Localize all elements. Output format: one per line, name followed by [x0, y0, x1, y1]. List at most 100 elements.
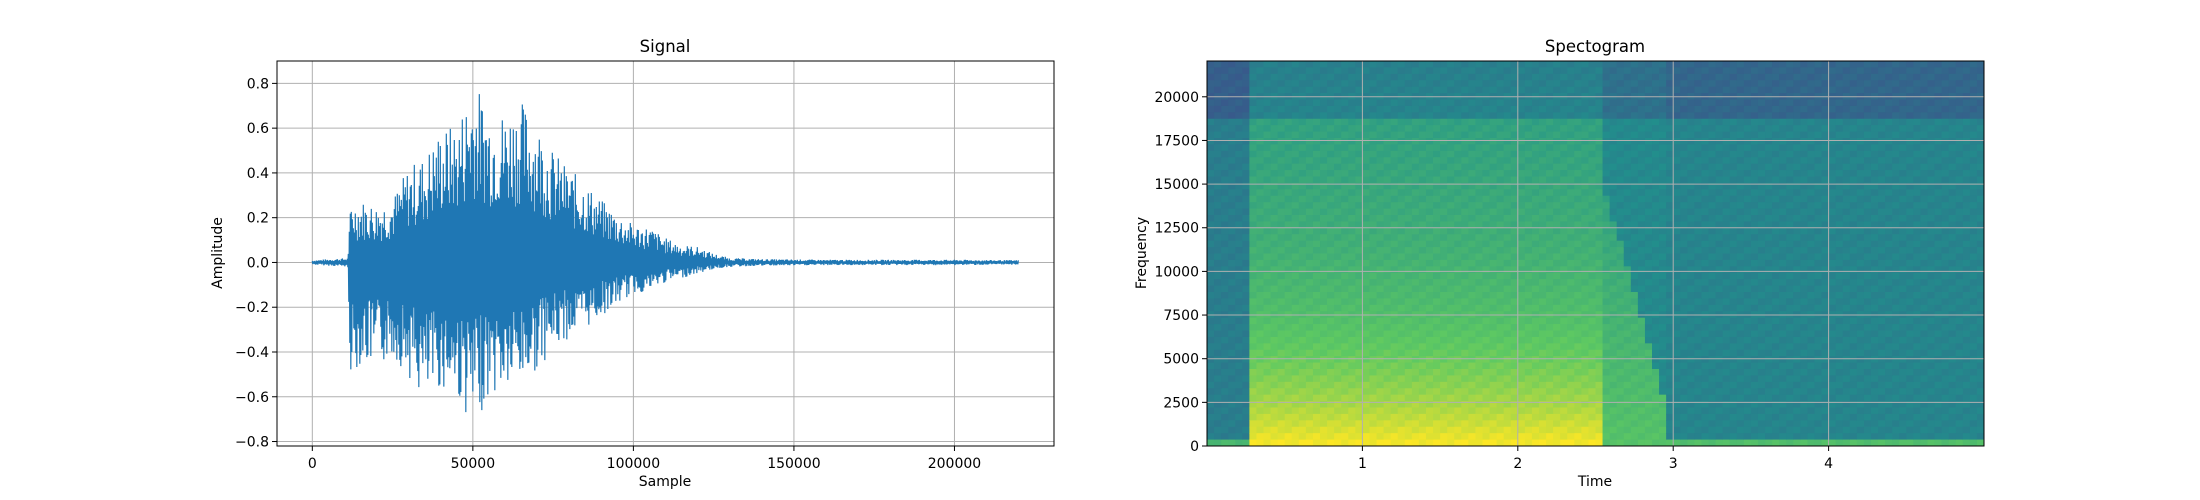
- spectrogram-cell: [1708, 125, 1717, 133]
- spectrogram-cell: [1242, 125, 1250, 133]
- spectrogram-cell: [1284, 131, 1293, 139]
- spectrogram-cell: [1418, 266, 1427, 274]
- spectrogram-cell: [1348, 375, 1356, 383]
- spectrogram-cell: [1440, 112, 1448, 120]
- spectrogram-cell: [1221, 86, 1229, 94]
- spectrogram-cell: [1489, 157, 1498, 165]
- spectrogram-cell: [1623, 407, 1632, 415]
- spectrogram-cell: [1510, 298, 1519, 306]
- spectrogram-cell: [1715, 118, 1724, 126]
- spectrogram-cell: [1454, 439, 1462, 446]
- spectrogram-cell: [1673, 285, 1681, 293]
- spectrogram-cell: [1411, 240, 1420, 248]
- spectrogram-cell: [1701, 221, 1710, 229]
- spectrogram-cell: [1418, 407, 1427, 415]
- spectrogram-cell: [1574, 150, 1582, 158]
- spectrogram-cell: [1390, 413, 1399, 421]
- spectrogram-cell: [1433, 369, 1441, 377]
- spectrogram-cell: [1750, 131, 1759, 139]
- spectrogram-cell: [1524, 394, 1533, 402]
- spectrogram-cell: [1673, 343, 1681, 351]
- spectrogram-cell: [1757, 388, 1766, 396]
- spectrogram-cell: [1489, 86, 1498, 94]
- spectrogram-cell: [1433, 125, 1441, 133]
- spectrogram-cell: [1546, 394, 1554, 402]
- spectrogram-cell: [1235, 426, 1243, 434]
- spectrogram-cell: [1228, 433, 1236, 441]
- spectrogram-cell: [1341, 138, 1349, 146]
- spectrogram-cell: [1221, 407, 1229, 415]
- spectrogram-cell: [1291, 343, 1300, 351]
- spectrogram-cell: [1729, 304, 1738, 312]
- spectrogram-cell: [1390, 266, 1399, 274]
- spectrogram-cell: [1207, 259, 1215, 267]
- spectrogram-cell: [1320, 105, 1328, 113]
- spectrogram-cell: [1263, 433, 1272, 441]
- spectrogram-cell: [1729, 170, 1738, 178]
- spectrogram-cell: [1496, 112, 1505, 120]
- spectrogram-cell: [1221, 150, 1229, 158]
- spectrogram-cell: [1772, 176, 1780, 184]
- spectrogram-cell: [1595, 176, 1604, 184]
- spectrogram-cell: [1729, 285, 1738, 293]
- spectrogram-cell: [1496, 375, 1505, 383]
- spectrogram-cell: [1496, 86, 1505, 94]
- spectrogram-cell: [1694, 285, 1703, 293]
- spectrogram-cell: [1659, 413, 1667, 421]
- spectrogram-cell: [1757, 144, 1766, 152]
- spectrogram-cell: [1666, 150, 1674, 158]
- spectrogram-cell: [1524, 131, 1533, 139]
- spectrogram-cell: [1228, 215, 1236, 223]
- spectrogram-cell: [1327, 176, 1335, 184]
- spectrogram-cell: [1574, 381, 1582, 389]
- spectrogram-cell: [1348, 407, 1356, 415]
- spectrogram-cell: [1404, 80, 1413, 88]
- spectrogram-cell: [1327, 426, 1335, 434]
- spectrogram-cell: [1538, 439, 1547, 446]
- spectrogram-cell: [1433, 202, 1441, 210]
- spectrogram-cell: [1334, 234, 1342, 242]
- spectrogram-cell: [1418, 426, 1427, 434]
- spectrogram-cell: [1369, 285, 1378, 293]
- spectrogram-cell: [1334, 401, 1342, 409]
- spectrogram-cell: [1772, 80, 1780, 88]
- spectrogram-cell: [1390, 118, 1399, 126]
- spectrogram-cell: [1411, 86, 1420, 94]
- spectrogram-cell: [1376, 279, 1385, 287]
- spectrogram-cell: [1312, 247, 1321, 255]
- spectrogram-cell: [1305, 138, 1314, 146]
- spectrogram-cell: [1298, 61, 1307, 69]
- spectrogram-cell: [1263, 202, 1272, 210]
- spectrogram-cell: [1496, 401, 1505, 409]
- spectrogram-cell: [1496, 73, 1505, 81]
- spectrogram-cell: [1546, 356, 1554, 364]
- spectrogram-cell: [1673, 433, 1681, 441]
- spectrogram-cell: [1680, 189, 1688, 197]
- spectrogram-cell: [1376, 208, 1385, 216]
- spectrogram-cell: [1312, 420, 1321, 428]
- spectrogram-cell: [1341, 375, 1349, 383]
- spectrogram-cell: [1602, 118, 1611, 126]
- spectrogram-cell: [1757, 125, 1766, 133]
- spectrogram-cell: [1242, 112, 1250, 120]
- spectrogram-cell: [1482, 150, 1491, 158]
- spectrogram-cell: [1376, 336, 1385, 344]
- spectrogram-cell: [1623, 138, 1632, 146]
- spectrogram-cell: [1687, 170, 1695, 178]
- signal-y-tick-label: 0.0: [247, 255, 269, 271]
- spectrogram-cell: [1546, 118, 1554, 126]
- spectrogram-cell: [1517, 433, 1526, 441]
- spectrogram-cell: [1390, 253, 1399, 261]
- spectrogram-cell: [1482, 189, 1491, 197]
- spectrogram-cell: [1228, 189, 1236, 197]
- spectrogram-cell: [1750, 426, 1759, 434]
- spectrogram-cell: [1602, 407, 1611, 415]
- spectrogram-cell: [1666, 73, 1674, 81]
- spectrogram-cell: [1729, 433, 1738, 441]
- spectrogram-cell: [1348, 381, 1356, 389]
- spectrogram-cell: [1630, 388, 1639, 396]
- spectrogram-cell: [1327, 394, 1335, 402]
- spectrogram-cell: [1404, 356, 1413, 364]
- spectrogram-cell: [1616, 182, 1625, 190]
- spectrogram-cell: [1475, 176, 1484, 184]
